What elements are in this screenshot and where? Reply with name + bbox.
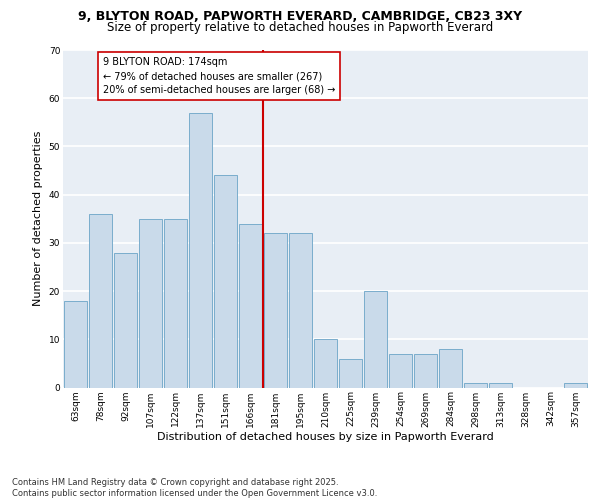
Text: 9 BLYTON ROAD: 174sqm
← 79% of detached houses are smaller (267)
20% of semi-det: 9 BLYTON ROAD: 174sqm ← 79% of detached … [103, 57, 335, 95]
Bar [164, 219, 187, 388]
Bar [314, 340, 337, 388]
Bar [364, 291, 388, 388]
Y-axis label: Number of detached properties: Number of detached properties [33, 131, 43, 306]
Bar [214, 176, 238, 388]
Bar [413, 354, 437, 388]
Bar [239, 224, 262, 388]
Text: Size of property relative to detached houses in Papworth Everard: Size of property relative to detached ho… [107, 22, 493, 35]
Bar [488, 382, 512, 388]
Bar [263, 233, 287, 388]
Bar [464, 382, 487, 388]
Bar [139, 219, 163, 388]
Bar [338, 358, 362, 388]
Bar [64, 300, 88, 388]
Bar [389, 354, 412, 388]
Bar [89, 214, 112, 388]
Text: Contains HM Land Registry data © Crown copyright and database right 2025.
Contai: Contains HM Land Registry data © Crown c… [12, 478, 377, 498]
Bar [289, 233, 313, 388]
Bar [563, 382, 587, 388]
Text: 9, BLYTON ROAD, PAPWORTH EVERARD, CAMBRIDGE, CB23 3XY: 9, BLYTON ROAD, PAPWORTH EVERARD, CAMBRI… [78, 10, 522, 23]
X-axis label: Distribution of detached houses by size in Papworth Everard: Distribution of detached houses by size … [157, 432, 494, 442]
Bar [439, 349, 463, 388]
Bar [113, 252, 137, 388]
Bar [188, 112, 212, 388]
